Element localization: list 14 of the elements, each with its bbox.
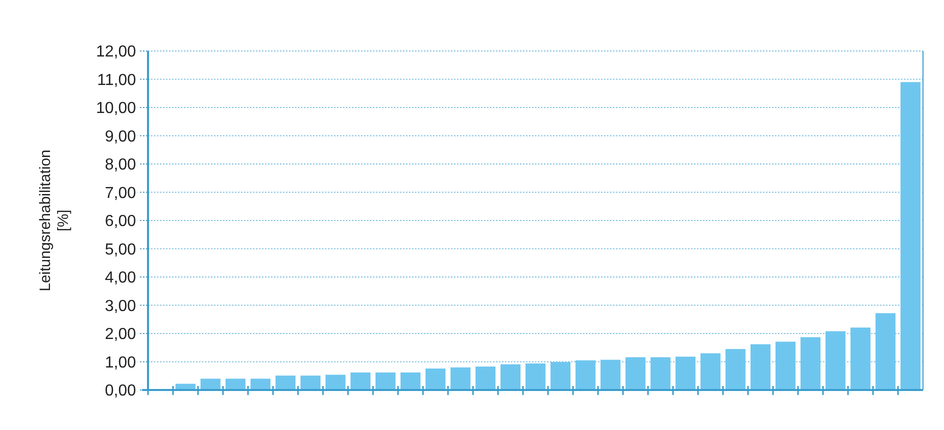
y-tick-label: 8,00 bbox=[104, 156, 136, 174]
y-tick-label: 7,00 bbox=[104, 184, 136, 202]
y-tick-label: 5,00 bbox=[104, 241, 136, 258]
y-tick-label: 6,00 bbox=[104, 213, 136, 230]
y-tick-label: 0,00 bbox=[104, 382, 136, 400]
y-tick-label: 10,00 bbox=[96, 100, 136, 118]
y-tick-label: 2,00 bbox=[104, 326, 136, 344]
y-tick-label: 4,00 bbox=[104, 270, 136, 287]
y-tick-label: 11,00 bbox=[97, 72, 136, 89]
y-tick-label: 9,00 bbox=[104, 128, 136, 146]
y-axis-title: Leitungsrehabilitation [%] bbox=[37, 150, 72, 292]
y-tick-label: 3,00 bbox=[104, 298, 136, 315]
y-tick-label: 1,00 bbox=[104, 354, 136, 372]
y-tick-label: 12,00 bbox=[96, 44, 136, 61]
